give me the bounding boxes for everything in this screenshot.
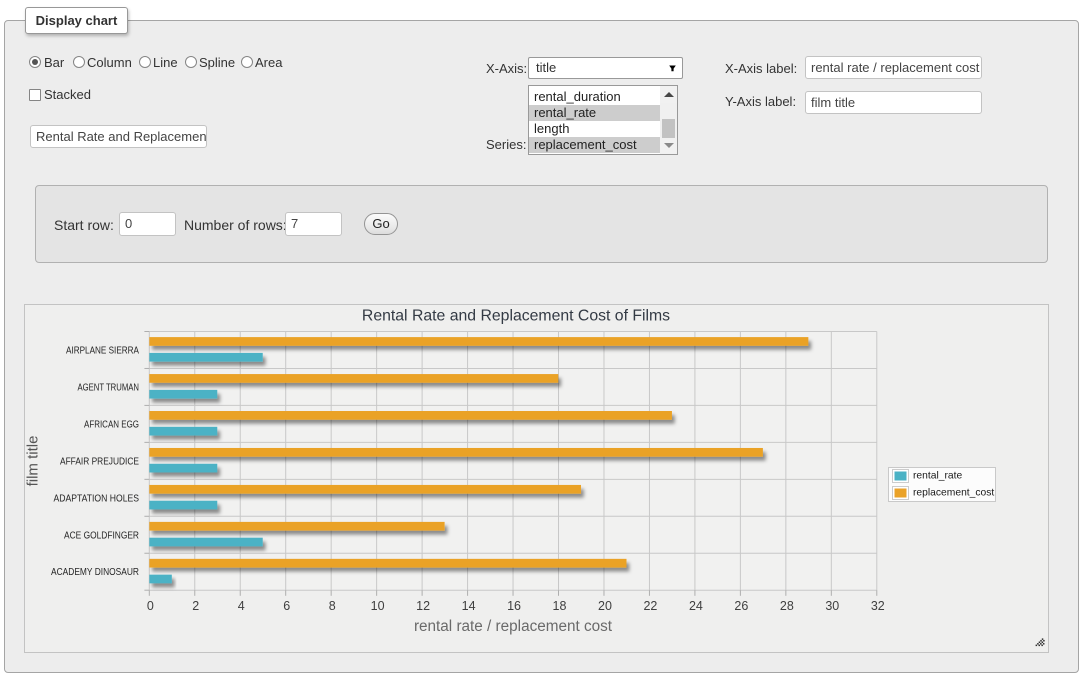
svg-text:6: 6 [283, 599, 290, 613]
svg-text:28: 28 [780, 599, 794, 613]
svg-text:32: 32 [871, 599, 885, 613]
svg-text:AIRPLANE SIERRA: AIRPLANE SIERRA [66, 346, 139, 357]
svg-text:30: 30 [825, 599, 839, 613]
svg-text:24: 24 [689, 599, 703, 613]
svg-text:rental_rate: rental_rate [913, 471, 963, 482]
svg-text:12: 12 [416, 599, 430, 613]
svg-text:20: 20 [598, 599, 612, 613]
svg-text:AGENT TRUMAN: AGENT TRUMAN [78, 382, 140, 393]
svg-text:ACE GOLDFINGER: ACE GOLDFINGER [64, 530, 139, 541]
svg-text:10: 10 [371, 599, 385, 613]
svg-text:Rental Rate and Replacement Co: Rental Rate and Replacement Cost of Film… [362, 308, 670, 325]
svg-text:22: 22 [643, 599, 657, 613]
svg-text:AFFAIR PREJUDICE: AFFAIR PREJUDICE [60, 456, 139, 467]
svg-text:replacement_cost: replacement_cost [913, 488, 994, 499]
svg-text:2: 2 [192, 599, 199, 613]
svg-text:AFRICAN EGG: AFRICAN EGG [84, 419, 139, 430]
svg-text:film title: film title [25, 436, 42, 487]
svg-text:4: 4 [238, 599, 245, 613]
svg-text:14: 14 [462, 599, 476, 613]
svg-text:ACADEMY DINOSAUR: ACADEMY DINOSAUR [51, 567, 139, 578]
svg-text:26: 26 [734, 599, 748, 613]
svg-text:8: 8 [329, 599, 336, 613]
svg-text:18: 18 [553, 599, 567, 613]
svg-text:ADAPTATION HOLES: ADAPTATION HOLES [54, 493, 140, 504]
svg-text:16: 16 [507, 599, 521, 613]
svg-text:rental rate / replacement cost: rental rate / replacement cost [414, 618, 613, 635]
svg-text:0: 0 [147, 599, 154, 613]
